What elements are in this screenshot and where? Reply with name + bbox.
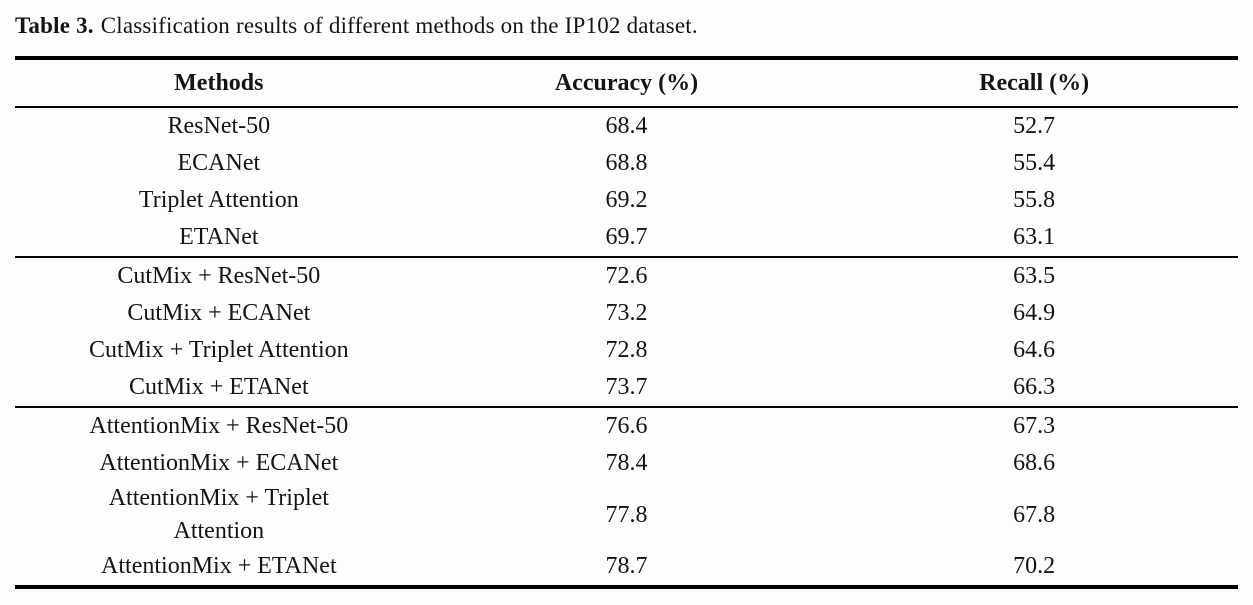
recall-cell: 55.8 [1013, 186, 1056, 213]
table-row: ETANet 69.7 63.1 [15, 219, 1238, 257]
recall-cell: 66.3 [1013, 373, 1056, 400]
recall-cell: 63.5 [1013, 262, 1056, 289]
accuracy-cell: 76.6 [605, 412, 648, 439]
recall-cell: 64.6 [1013, 336, 1056, 363]
results-table: Methods Accuracy (%) Recall (%) ResNet-5… [15, 56, 1238, 590]
accuracy-cell: 68.8 [605, 149, 648, 176]
method-cell: CutMix + ECANet [127, 299, 311, 326]
accuracy-cell: 78.7 [605, 553, 648, 580]
method-cell: AttentionMix + ResNet-50 [89, 412, 349, 439]
method-cell: AttentionMix + ETANet [101, 553, 337, 580]
recall-cell: 55.4 [1013, 149, 1056, 176]
recall-cell: 67.8 [1013, 501, 1056, 528]
table-caption-text: Classification results of different meth… [100, 13, 698, 38]
method-cell: AttentionMix + Triplet Attention [108, 485, 329, 545]
accuracy-cell: 77.8 [605, 501, 648, 528]
accuracy-cell: 69.2 [605, 186, 648, 213]
accuracy-cell: 78.4 [605, 449, 648, 476]
accuracy-cell: 69.7 [605, 223, 648, 250]
table-caption: Table 3. Classification results of differ… [15, 10, 1238, 41]
column-header-accuracy: Accuracy (%) [554, 69, 699, 96]
method-cell: CutMix + ETANet [129, 373, 309, 400]
column-header-methods: Methods [174, 69, 264, 96]
table-row: CutMix + ECANet 73.2 64.9 [15, 295, 1238, 332]
recall-cell: 70.2 [1013, 553, 1056, 580]
header-row: Methods Accuracy (%) Recall (%) [15, 58, 1238, 107]
column-header-recall: Recall (%) [979, 69, 1090, 96]
method-cell: ECANet [177, 149, 261, 176]
table-row: AttentionMix + ETANet 78.7 70.2 [15, 548, 1238, 587]
table-row: ResNet-50 68.4 52.7 [15, 107, 1238, 145]
accuracy-cell: 68.4 [605, 112, 648, 139]
accuracy-cell: 72.8 [605, 336, 648, 363]
table-row: AttentionMix + ECANet 78.4 68.6 [15, 445, 1238, 482]
paper-page: Table 3. Classification results of differ… [15, 10, 1238, 590]
table-row: ECANet 68.8 55.4 [15, 145, 1238, 182]
method-cell: ResNet-50 [167, 112, 271, 139]
table-row: CutMix + ETANet 73.7 66.3 [15, 369, 1238, 407]
accuracy-cell: 72.6 [605, 262, 648, 289]
table-row: CutMix + ResNet-50 72.6 63.5 [15, 257, 1238, 295]
accuracy-cell: 73.7 [605, 373, 648, 400]
row-group-baseline: ResNet-50 68.4 52.7 ECANet 68.8 55.4 Tri… [15, 107, 1238, 257]
row-group-cutmix: CutMix + ResNet-50 72.6 63.5 CutMix + EC… [15, 257, 1238, 407]
row-group-attentionmix: AttentionMix + ResNet-50 76.6 67.3 Atten… [15, 407, 1238, 587]
method-cell: Triplet Attention [138, 186, 299, 213]
table-row: AttentionMix + Triplet Attention 77.8 67… [15, 482, 1238, 548]
recall-cell: 67.3 [1013, 412, 1056, 439]
table-row: Triplet Attention 69.2 55.8 [15, 182, 1238, 219]
recall-cell: 63.1 [1013, 223, 1056, 250]
method-cell: CutMix + ResNet-50 [117, 262, 321, 289]
recall-cell: 64.9 [1013, 299, 1056, 326]
method-cell: ETANet [179, 223, 259, 250]
recall-cell: 52.7 [1013, 112, 1056, 139]
method-cell: AttentionMix + ECANet [99, 449, 339, 476]
accuracy-cell: 73.2 [605, 299, 648, 326]
table-header: Methods Accuracy (%) Recall (%) [15, 58, 1238, 107]
table-row: AttentionMix + ResNet-50 76.6 67.3 [15, 407, 1238, 445]
table-caption-label: Table 3. [15, 13, 94, 38]
table-row: CutMix + Triplet Attention 72.8 64.6 [15, 332, 1238, 369]
method-cell: CutMix + Triplet Attention [89, 336, 349, 363]
recall-cell: 68.6 [1013, 449, 1056, 476]
